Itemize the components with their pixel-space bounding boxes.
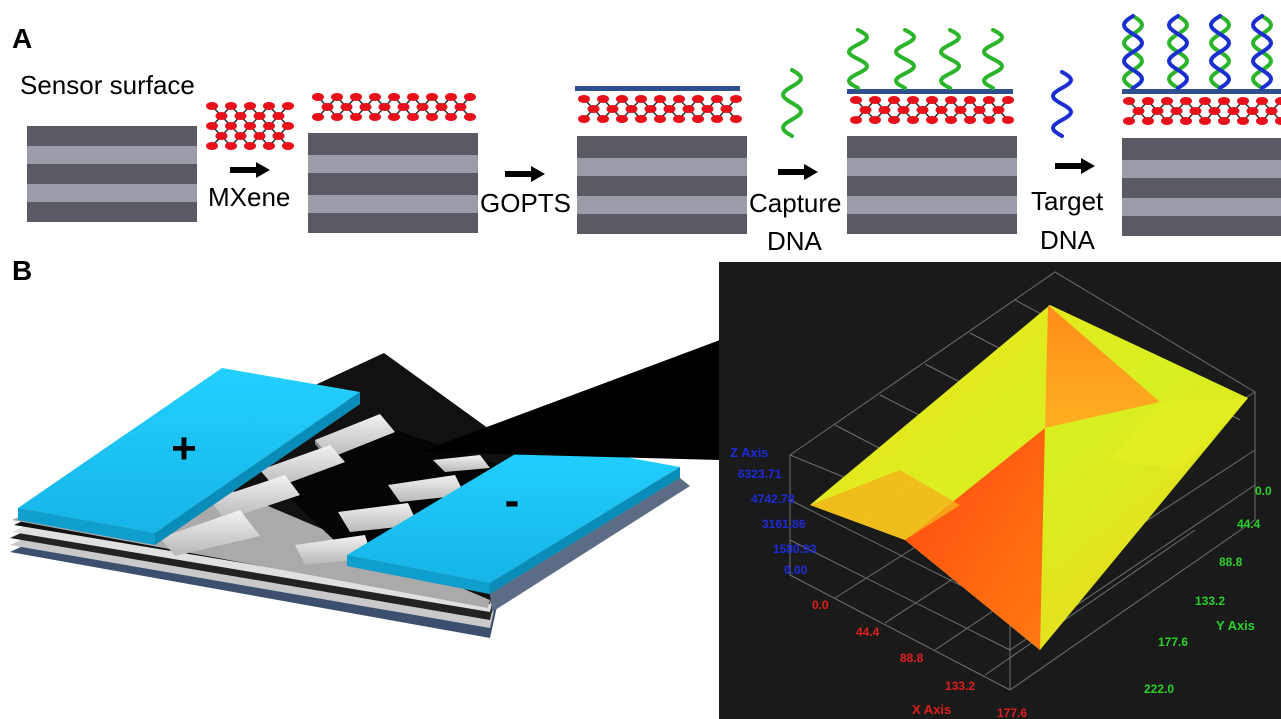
y-axis-title: Y Axis xyxy=(1216,618,1255,633)
y-tick: 0.0 xyxy=(1255,484,1272,498)
z-tick: 4742.78 xyxy=(751,492,795,506)
x-axis-ticks: 0.0 44.4 88.8 133.2 177.6 xyxy=(812,598,1027,719)
step-label-capture-dna: DNA xyxy=(767,226,823,256)
arrow-icon xyxy=(778,164,818,180)
dna-strands xyxy=(780,14,1274,138)
surface-plot: Z Axis Y Axis X Axis 6323.71 4742.78 316… xyxy=(719,262,1281,719)
arrow-icon xyxy=(505,166,545,182)
sensor-device: + - xyxy=(10,353,690,638)
z-axis-title: Z Axis xyxy=(730,445,769,460)
x-tick: 88.8 xyxy=(900,651,924,665)
gopts-layer xyxy=(575,86,740,91)
x-tick: 44.4 xyxy=(856,625,880,639)
y-axis-ticks: 0.0 44.4 88.8 133.2 177.6 222.0 xyxy=(1144,484,1272,696)
positive-electrode xyxy=(18,368,360,545)
target-substrate xyxy=(1122,138,1281,236)
x-tick: 133.2 xyxy=(945,679,975,693)
step-label-target: Target xyxy=(1031,186,1104,216)
sensor-surface-label: Sensor surface xyxy=(20,70,195,100)
z-tick: 0.00 xyxy=(784,563,808,577)
step-label-mxene: MXene xyxy=(208,182,290,212)
mxene-substrate xyxy=(308,133,478,233)
z-tick: 3161.86 xyxy=(762,517,806,531)
surface-high-region xyxy=(1045,305,1160,428)
panel-b-letter: B xyxy=(12,255,32,286)
z-tick: 6323.71 xyxy=(738,467,782,481)
mxene-layer-step4 xyxy=(850,96,1014,124)
y-tick: 88.8 xyxy=(1219,555,1243,569)
arrow-icon xyxy=(230,162,270,178)
x-tick: 177.6 xyxy=(997,706,1027,719)
mxene-layer-step2 xyxy=(312,93,476,121)
gopts-layer-step5 xyxy=(1122,89,1281,94)
mxene-layer-step5 xyxy=(1123,97,1281,125)
y-tick: 222.0 xyxy=(1144,682,1174,696)
gopts-layer-step4 xyxy=(847,89,1013,94)
mxene-flake-icon xyxy=(206,102,294,150)
negative-electrode xyxy=(347,441,680,594)
x-axis-title: X Axis xyxy=(912,702,951,717)
y-tick: 44.4 xyxy=(1237,517,1261,531)
step-label-gopts: GOPTS xyxy=(480,188,571,218)
step-label-target-dna: DNA xyxy=(1040,225,1096,255)
y-tick: 133.2 xyxy=(1195,594,1225,608)
surface-low-region xyxy=(905,428,1045,650)
arrow-icon xyxy=(1055,158,1095,174)
z-axis-ticks: 6323.71 4742.78 3161.86 1580.93 0.00 xyxy=(738,467,817,577)
panel-a-letter: A xyxy=(12,23,32,54)
step-label-capture: Capture xyxy=(749,188,842,218)
minus-sign: - xyxy=(505,476,520,525)
plus-sign: + xyxy=(171,424,197,473)
capture-substrate xyxy=(847,136,1017,234)
y-tick: 177.6 xyxy=(1158,635,1188,649)
bare-substrate xyxy=(27,126,197,222)
z-tick: 1580.93 xyxy=(773,542,817,556)
zoom-callout xyxy=(420,340,720,460)
mxene-layer-step3 xyxy=(578,95,742,123)
x-tick: 0.0 xyxy=(812,598,829,612)
gopts-substrate xyxy=(577,136,747,234)
interdigitated-electrode xyxy=(160,414,490,565)
